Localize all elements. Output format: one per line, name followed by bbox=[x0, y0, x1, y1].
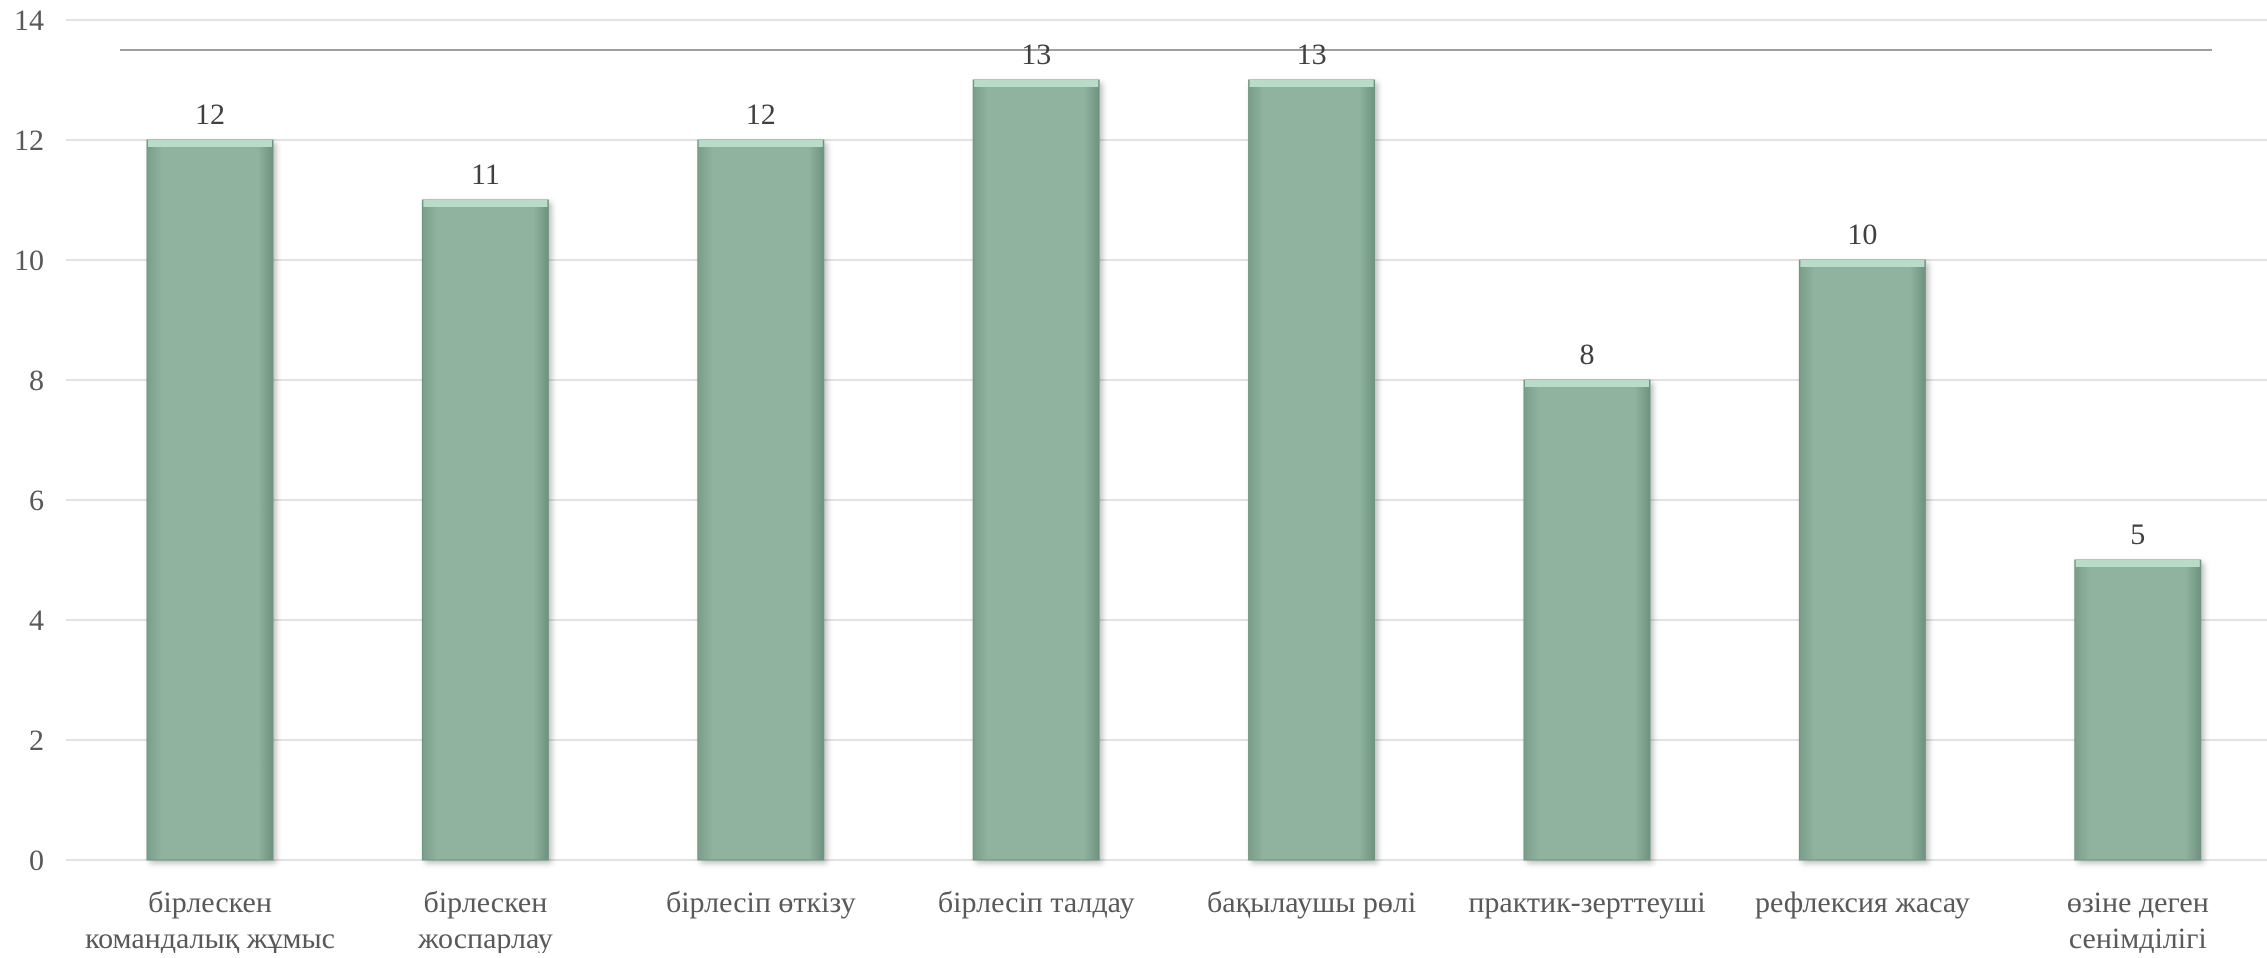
data-label: 12 bbox=[746, 98, 776, 131]
bar bbox=[421, 199, 549, 861]
bar bbox=[1523, 379, 1651, 861]
y-tick-label: 10 bbox=[14, 244, 44, 277]
y-axis-ticks: 0 2 4 6 8 10 12 14 bbox=[14, 4, 44, 877]
data-label: 5 bbox=[2130, 518, 2145, 551]
category-label-line: бірлесіп өткізу bbox=[666, 886, 856, 919]
data-label: 10 bbox=[1847, 218, 1877, 251]
bar-top-highlight bbox=[1525, 380, 1649, 387]
y-tick-label: 4 bbox=[29, 604, 44, 637]
category-label-line: практик-зерттеуші bbox=[1468, 886, 1705, 919]
category-label-line: бақылаушы рөлі bbox=[1207, 886, 1416, 919]
data-label: 12 bbox=[195, 98, 225, 131]
bar-top-highlight bbox=[974, 80, 1099, 87]
category-label: практик-зерттеуші bbox=[1468, 886, 1705, 919]
bar-top-highlight bbox=[423, 200, 548, 207]
category-label-line: бірлескен bbox=[148, 886, 272, 919]
bar-group bbox=[1523, 379, 1651, 861]
bar-group bbox=[697, 139, 825, 861]
bar-top-highlight bbox=[698, 140, 823, 147]
category-label-line: сенімділігі bbox=[2069, 922, 2207, 953]
y-tick-label: 0 bbox=[29, 844, 44, 877]
data-label: 11 bbox=[471, 158, 500, 191]
bar-group bbox=[2074, 559, 2202, 861]
bar bbox=[2074, 559, 2202, 861]
category-label-line: бірлескен bbox=[424, 886, 548, 919]
y-tick-label: 2 bbox=[29, 724, 44, 757]
bar-group bbox=[1798, 259, 1926, 861]
category-label: бірлесіп талдау bbox=[938, 886, 1135, 919]
category-label: өзіне деген сенімділігі bbox=[2067, 886, 2209, 953]
bar bbox=[1248, 79, 1376, 861]
data-label: 8 bbox=[1580, 338, 1595, 371]
bar-group bbox=[972, 79, 1100, 861]
bar-group bbox=[146, 139, 274, 861]
category-label-line: бірлесіп талдау bbox=[938, 886, 1135, 919]
bar bbox=[1798, 259, 1926, 861]
gridlines bbox=[66, 19, 2267, 861]
category-label: бақылаушы рөлі bbox=[1207, 886, 1416, 919]
y-tick-label: 14 bbox=[14, 4, 44, 37]
bar-top-highlight bbox=[2075, 560, 2200, 567]
data-label: 13 bbox=[1297, 38, 1327, 71]
category-label-line: жоспарлау bbox=[417, 922, 553, 953]
data-labels: 12 11 12 13 13 8 10 5 bbox=[195, 38, 2145, 551]
bar-group bbox=[1248, 79, 1376, 861]
data-label: 13 bbox=[1021, 38, 1051, 71]
category-label-line: рефлексия жасау bbox=[1755, 886, 1970, 919]
bar-top-highlight bbox=[1249, 80, 1374, 87]
bar bbox=[697, 139, 825, 861]
bar-group bbox=[421, 199, 549, 861]
category-label: бірлескен жоспарлау bbox=[417, 886, 553, 953]
bar-top-highlight bbox=[148, 140, 272, 147]
y-tick-label: 6 bbox=[29, 484, 44, 517]
bar-top-highlight bbox=[1800, 260, 1925, 267]
category-label: бірлесіп өткізу bbox=[666, 886, 856, 919]
category-label-line: өзіне деген bbox=[2067, 886, 2209, 919]
bars bbox=[146, 79, 2202, 861]
bar bbox=[146, 139, 274, 861]
y-tick-label: 8 bbox=[29, 364, 44, 397]
category-label-line: командалық жұмыс bbox=[85, 922, 335, 953]
category-label: бірлескен командалық жұмыс bbox=[85, 886, 335, 953]
y-tick-label: 12 bbox=[14, 124, 44, 157]
category-label: рефлексия жасау bbox=[1755, 886, 1970, 919]
bar bbox=[972, 79, 1100, 861]
